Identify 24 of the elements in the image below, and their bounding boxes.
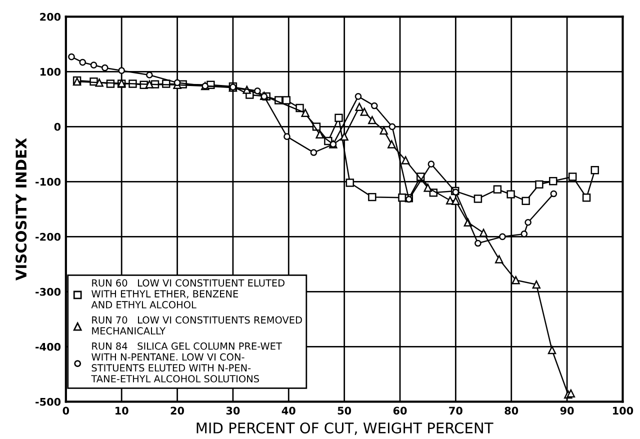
x-tick-label: 30	[226, 406, 240, 415]
y-axis-title: VISCOSITY INDEX	[16, 138, 27, 280]
y-tick-label: -400	[36, 342, 61, 351]
y-tick-label: 200	[40, 12, 61, 21]
x-tick-label: 50	[338, 406, 352, 415]
y-tick-label: 0	[54, 122, 61, 131]
x-tick-label: 40	[282, 406, 296, 415]
x-axis-title: MID PERCENT OF CUT, WEIGHT PERCENT	[196, 422, 494, 435]
y-tick-label: -100	[36, 178, 61, 186]
x-tick-label: 90	[560, 406, 574, 415]
legend-label: RUN 84 SILICA GEL COLUMN PRE-WET WITH N-PENTANE. LOW VI CON- STITUENTS ELUTED WITH N-PEN- TANE-ETHYL ALCOHOL SOLUTIONS	[91, 342, 282, 382]
x-tick-label: 10	[116, 406, 128, 415]
x-tick-label: 70	[449, 406, 462, 415]
x-tick-label: 0	[62, 406, 70, 415]
y-tick-label: 100	[40, 68, 61, 76]
x-tick-label: 100	[613, 406, 634, 415]
legend-label: RUN 70 LOW VI CONSTITUENTS REMOVED MECHANICALLY	[92, 316, 302, 335]
y-tick-label: -300	[36, 288, 61, 296]
x-tick-label: 20	[170, 406, 184, 415]
x-tick-label: 60	[393, 406, 407, 415]
y-tick-label: -500	[36, 398, 61, 406]
y-tick-label: -200	[36, 232, 61, 241]
x-tick-label: 80	[504, 406, 518, 415]
legend-label: RUN 60 LOW VI CONSTITUENT ELUTED WITH ETHYL ETHER, BENZENE AND ETHYL ALCOHOL	[91, 279, 284, 308]
